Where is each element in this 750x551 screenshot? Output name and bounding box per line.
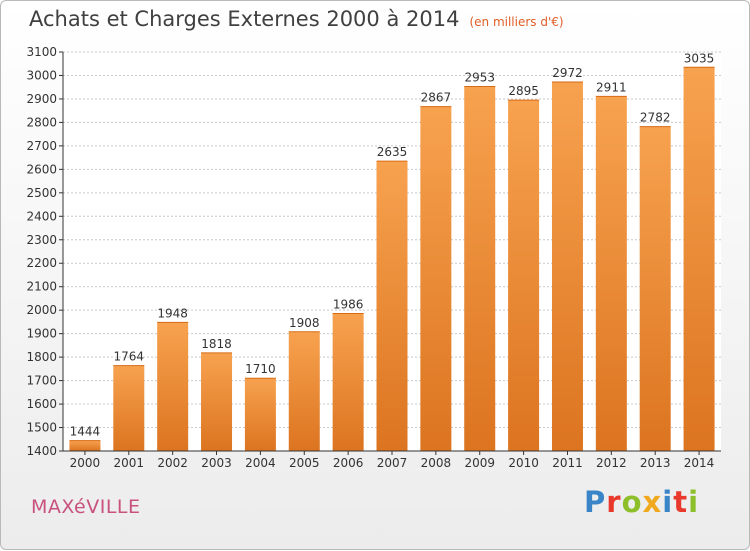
bar	[69, 440, 101, 451]
y-tick-label: 1900	[26, 327, 57, 341]
bar-value-label: 1818	[201, 337, 232, 351]
x-tick-label: 2008	[421, 456, 452, 470]
logo-letter: t	[673, 485, 689, 519]
x-tick-label: 2000	[70, 456, 101, 470]
bar-value-label: 3035	[684, 51, 715, 65]
y-tick-label: 3100	[26, 45, 57, 59]
bar-value-label: 2953	[464, 71, 495, 85]
bar-value-label: 2895	[508, 84, 539, 98]
bar-value-label: 1710	[245, 362, 276, 376]
x-tick-label: 2009	[464, 456, 495, 470]
proxiti-logo: Proxiti	[584, 485, 699, 519]
x-tick-label: 2003	[201, 456, 232, 470]
y-tick-label: 2200	[26, 256, 57, 270]
y-tick-label: 1500	[26, 421, 57, 435]
y-tick-label: 2500	[26, 186, 57, 200]
y-tick-label: 1400	[26, 444, 57, 458]
y-tick-label: 2800	[26, 115, 57, 129]
y-tick-label: 1800	[26, 350, 57, 364]
bar	[113, 365, 145, 451]
bar	[201, 352, 233, 451]
y-tick-label: 2400	[26, 209, 57, 223]
city-name: MAXéVILLE	[31, 496, 141, 518]
x-tick-label: 2010	[508, 456, 539, 470]
y-tick-label: 1700	[26, 374, 57, 388]
y-tick-label: 1600	[26, 397, 57, 411]
bar-value-label: 2635	[377, 145, 408, 159]
bar	[508, 100, 540, 451]
bar	[595, 96, 627, 452]
bar-value-label: 1444	[70, 425, 101, 439]
bar	[683, 67, 715, 451]
bar-value-label: 2972	[552, 66, 583, 80]
y-tick-label: 3000	[26, 68, 57, 82]
chart-unit: (en milliers d'€)	[469, 15, 564, 29]
x-tick-label: 2002	[157, 456, 188, 470]
logo-letter: x	[642, 485, 663, 519]
x-tick-label: 2004	[245, 456, 276, 470]
y-tick-label: 2700	[26, 139, 57, 153]
y-tick-label: 2600	[26, 162, 57, 176]
bar	[376, 161, 408, 451]
logo-letter: i	[688, 485, 700, 519]
y-tick-label: 2100	[26, 280, 57, 294]
x-tick-label: 2014	[684, 456, 715, 470]
bar	[288, 331, 320, 451]
logo-letter: r	[606, 485, 622, 519]
bar	[464, 86, 496, 451]
logo-letter: o	[621, 485, 643, 519]
x-tick-label: 2007	[377, 456, 408, 470]
bar-value-label: 1986	[333, 297, 364, 311]
y-tick-label: 2900	[26, 92, 57, 106]
x-tick-label: 2013	[640, 456, 671, 470]
x-tick-label: 2012	[596, 456, 627, 470]
y-tick-label: 2300	[26, 233, 57, 247]
bar-value-label: 1908	[289, 316, 320, 330]
bar-value-label: 1948	[157, 306, 188, 320]
chart-title: Achats et Charges Externes 2000 à 2014 (e…	[29, 7, 564, 31]
x-tick-label: 2006	[333, 456, 364, 470]
bar	[420, 106, 452, 452]
bar	[551, 82, 583, 451]
bar-value-label: 2867	[421, 91, 452, 105]
bar	[332, 313, 364, 451]
logo-letter: i	[662, 485, 674, 519]
bar-value-label: 1764	[114, 350, 145, 364]
x-tick-label: 2005	[289, 456, 320, 470]
chart-title-text: Achats et Charges Externes 2000 à 2014	[29, 7, 460, 31]
bar-value-label: 2911	[596, 80, 627, 94]
y-tick-label: 2000	[26, 303, 57, 317]
bar	[639, 126, 671, 451]
logo-letter: P	[584, 485, 607, 519]
x-tick-label: 2001	[114, 456, 145, 470]
bar-value-label: 2782	[640, 111, 671, 125]
x-tick-label: 2011	[552, 456, 583, 470]
bar	[157, 322, 189, 451]
bar	[244, 378, 276, 451]
